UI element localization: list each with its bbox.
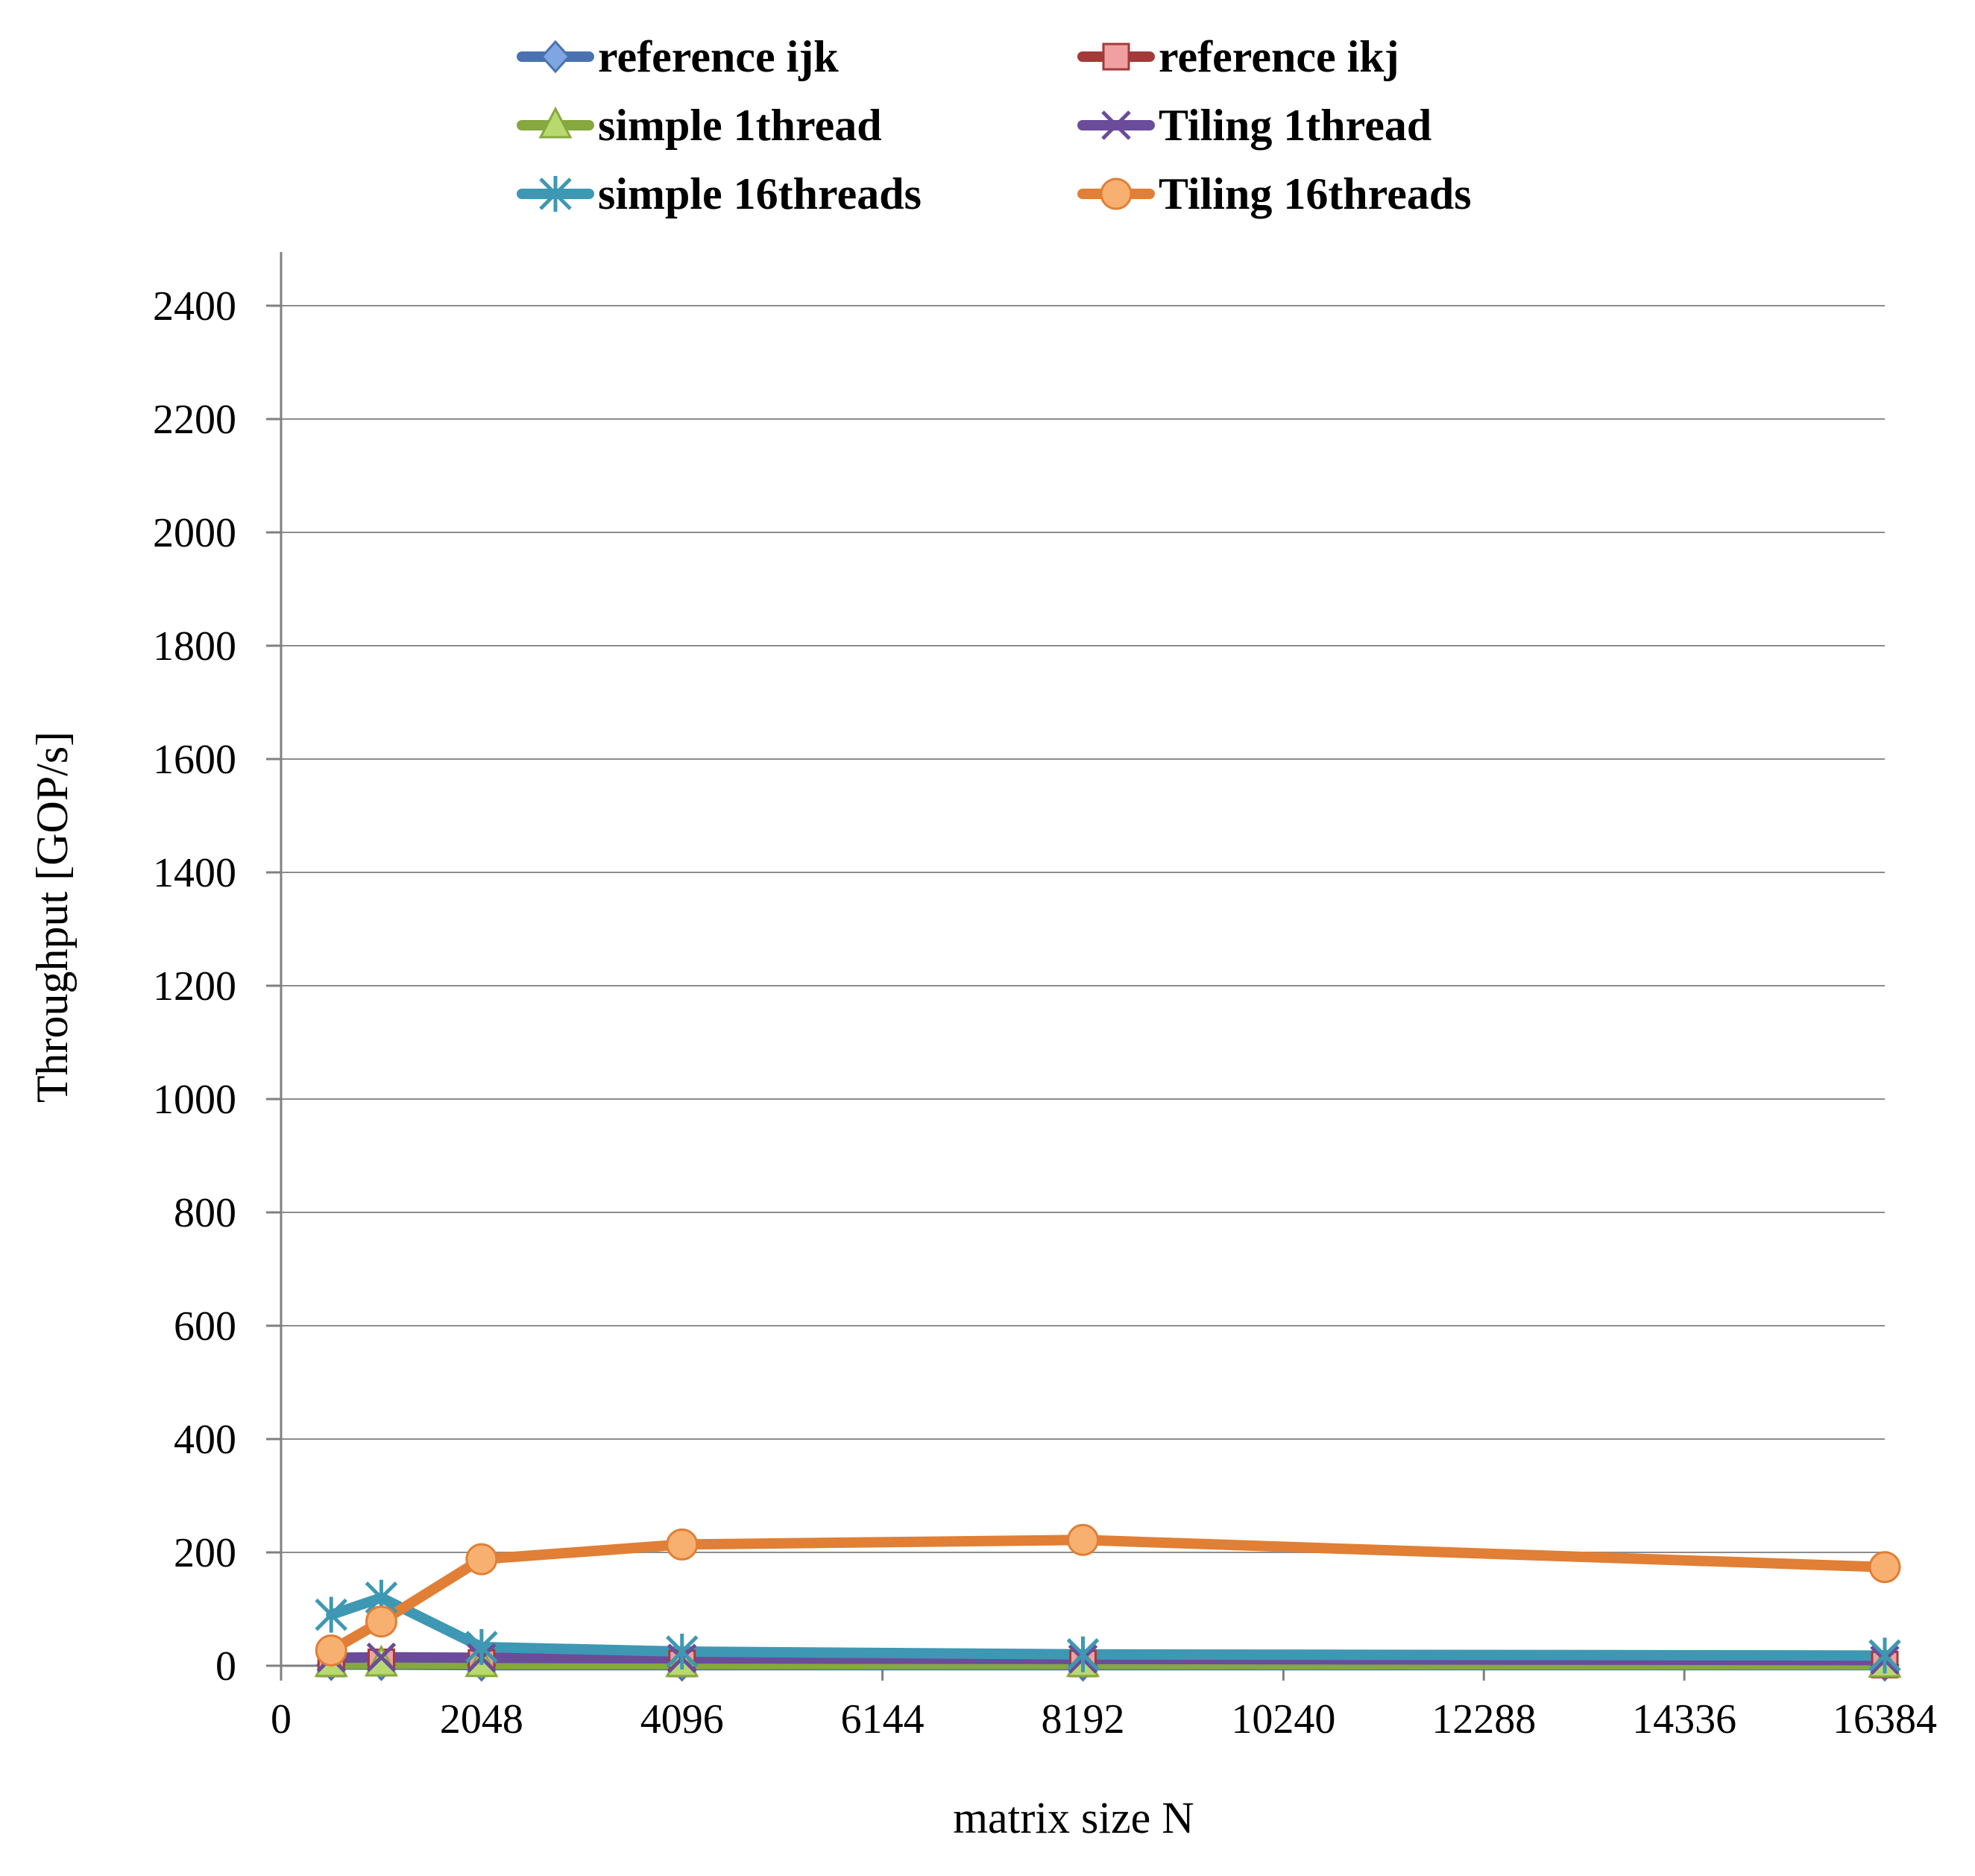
legend-label-tiling-16threads: Tiling 16threads	[1159, 169, 1472, 218]
y-tick-label: 2400	[153, 283, 236, 330]
x-tick-label: 8192	[1042, 1696, 1125, 1743]
data-point-tiling-16threads	[1868, 1551, 1901, 1584]
legend-label-reference-ijk: reference ijk	[598, 32, 839, 81]
legend-label-simple-16threads: simple 16threads	[598, 169, 922, 218]
data-point-simple-16threads	[465, 1628, 498, 1665]
y-tick-label: 2000	[153, 510, 236, 556]
y-tick-label: 1000	[153, 1077, 236, 1123]
x-tick-label: 2048	[440, 1696, 523, 1743]
x-tick-label: 12288	[1431, 1696, 1536, 1743]
data-point-simple-16threads	[315, 1596, 347, 1633]
y-tick-label: 2200	[153, 397, 236, 443]
legend: reference ijk reference ikj simple 1thread…	[517, 32, 1472, 218]
y-tick-label: 1800	[153, 623, 236, 670]
x-tick-label: 10240	[1231, 1696, 1335, 1743]
x-tick-label: 14336	[1632, 1696, 1736, 1743]
data-point-tiling-16threads	[465, 1543, 498, 1576]
legend-marker-reference-ijk	[540, 40, 571, 74]
x-tick-label: 0	[271, 1696, 292, 1743]
data-point-simple-16threads	[1066, 1636, 1100, 1672]
y-tick-labels: 0 200 400 600 800 1000 1200 1400 1600 1800 2000 220…	[153, 283, 281, 1690]
y-tick-label: 600	[174, 1303, 236, 1350]
y-tick-label: 1200	[153, 963, 236, 1010]
x-tick-label: 4096	[640, 1696, 724, 1743]
data-point-tiling-16threads	[1067, 1523, 1099, 1556]
legend-marker-tiling-16threads	[1100, 177, 1133, 210]
x-tick-labels: 0 2048 4096 6144 8192 10240 12288 14336 16384	[271, 1666, 1937, 1743]
series-line-simple-16threads	[326, 1592, 1890, 1661]
y-axis-title: Throughput [GOP/s]	[28, 731, 77, 1103]
data-point-simple-1thread	[364, 1644, 398, 1677]
y-tick-label: 800	[174, 1190, 236, 1236]
data-point-tiling-16threads	[666, 1528, 699, 1561]
axes	[280, 252, 1885, 1667]
x-axis-title: matrix size N	[953, 1793, 1194, 1842]
legend-marker-tiling-1thread	[1101, 110, 1131, 140]
y-tick-label: 200	[174, 1530, 236, 1576]
x-tick-label: 6144	[841, 1696, 924, 1743]
legend-label-reference-ikj: reference ikj	[1159, 32, 1399, 81]
legend-marker-simple-16threads	[539, 176, 572, 212]
data-point-simple-16threads	[1868, 1637, 1901, 1674]
data-point-tiling-16threads	[365, 1605, 397, 1638]
y-tick-label: 1600	[153, 737, 236, 783]
y-tick-label: 0	[215, 1643, 236, 1690]
data-point-tiling-16threads	[315, 1634, 347, 1666]
series-markers	[314, 1523, 1902, 1682]
y-tick-label: 1400	[153, 850, 236, 896]
y-tick-label: 400	[174, 1417, 236, 1463]
legend-label-tiling-1thread: Tiling 1thread	[1159, 101, 1431, 150]
legend-label-simple-1thread: simple 1thread	[598, 101, 882, 150]
x-tick-label: 16384	[1833, 1696, 1937, 1743]
series-lines	[326, 1535, 1890, 1671]
series-line-tiling-16threads	[326, 1535, 1890, 1656]
data-point-tiling-1thread	[366, 1642, 397, 1672]
legend-marker-simple-1thread	[538, 106, 573, 139]
gridlines	[281, 305, 1885, 1553]
legend-marker-reference-ikj	[1102, 43, 1130, 71]
data-point-simple-16threads	[665, 1634, 699, 1669]
